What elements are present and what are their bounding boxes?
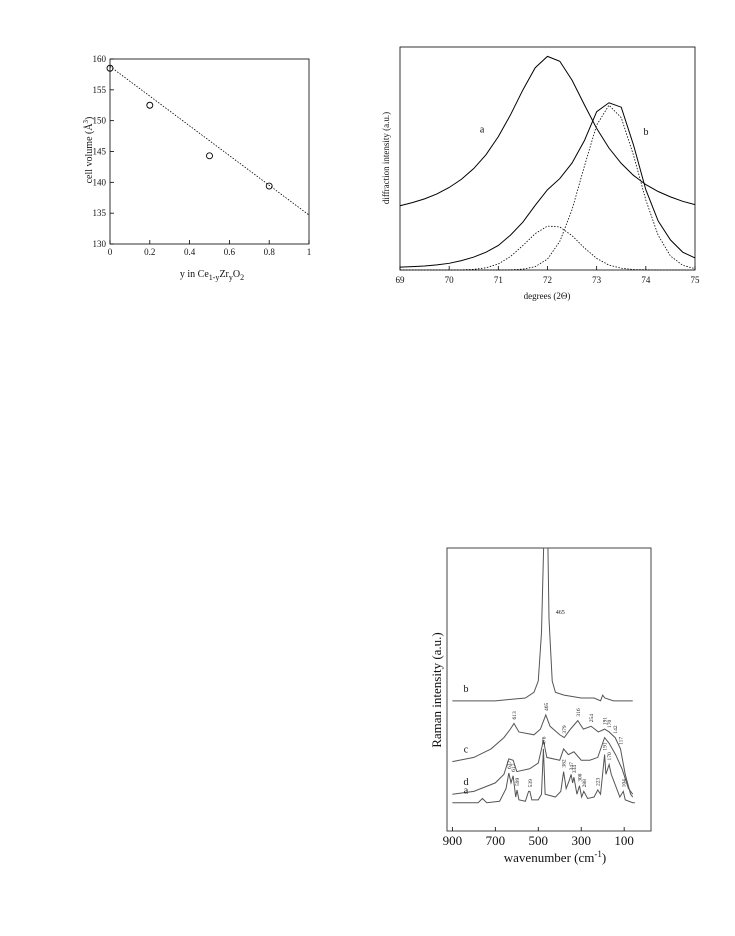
x-tick-label: 69	[396, 275, 406, 285]
component-curve	[400, 104, 696, 271]
y-axis-label: cell volume (Å3)	[82, 117, 95, 184]
series-line	[452, 736, 634, 795]
x-tick-label: 500	[529, 833, 549, 848]
series-line	[452, 748, 635, 804]
y-axis-label: diffraction intensity (a.u.)	[381, 112, 391, 204]
peak-label: 465	[544, 702, 550, 711]
x-tick-label: 900	[443, 833, 463, 848]
x-tick-label: 73	[592, 275, 602, 285]
peak-label: 288	[582, 779, 588, 788]
y-tick-label: 160	[93, 54, 107, 64]
y-tick-label: 130	[93, 239, 107, 249]
fit-line	[109, 66, 310, 216]
peak-label: 254	[589, 714, 595, 723]
series-line	[399, 102, 696, 268]
peak-label: 599	[515, 777, 521, 786]
component-curve	[400, 225, 695, 271]
x-tick-label: 0.8	[264, 247, 276, 257]
x-axis-label: wavenumber (cm-1)	[504, 849, 606, 865]
y-tick-label: 145	[93, 147, 107, 157]
peak-label: 637	[507, 760, 513, 769]
peak-label: 191	[603, 717, 609, 726]
plot-frame	[109, 58, 310, 245]
peak-label: 613	[512, 711, 518, 720]
peak-label: 347	[569, 762, 575, 771]
y-tick-label: 135	[93, 208, 107, 218]
x-axis-label: y in Ce1-yZryO2	[180, 269, 244, 282]
x-tick-label: 75	[691, 275, 701, 285]
peak-label: 191	[603, 742, 609, 751]
series-line	[399, 55, 696, 207]
peak-label: 308	[577, 773, 583, 782]
peak-label: 334	[572, 765, 578, 774]
y-tick-label: 150	[93, 116, 107, 126]
data-point	[106, 64, 114, 72]
peak-label: 382	[562, 759, 568, 768]
x-tick-label: 71	[494, 275, 503, 285]
peak-label: 170	[607, 752, 613, 761]
series-label: a	[480, 125, 485, 136]
x-tick-label: 1	[307, 247, 312, 257]
x-tick-label: 70	[445, 275, 455, 285]
peak-label: 170	[607, 719, 613, 728]
x-tick-label: 700	[486, 833, 506, 848]
peak-label: 117	[619, 737, 625, 745]
x-tick-label: 100	[614, 833, 634, 848]
plot-frame	[446, 547, 652, 832]
x-tick-label: 0	[108, 247, 113, 257]
peak-label: 617	[511, 763, 517, 772]
x-tick-label: 72	[543, 275, 552, 285]
series-line	[452, 713, 634, 798]
y-axis-label: Raman intensity (a.u.)	[429, 632, 444, 748]
x-tick-label: 300	[571, 833, 591, 848]
data-point	[146, 101, 154, 109]
x-axis-label: degrees (2Θ)	[524, 291, 571, 301]
peak-label: 476	[541, 736, 547, 745]
peak-label: 104	[621, 779, 627, 788]
x-tick-label: 74	[641, 275, 651, 285]
series-line	[452, 547, 633, 702]
y-tick-label: 155	[93, 85, 107, 95]
plot-frame	[399, 46, 696, 271]
x-tick-label: 0.2	[144, 247, 155, 257]
peak-label: 142	[613, 725, 619, 734]
x-tick-label: 0.6	[224, 247, 236, 257]
series-label: a	[464, 786, 469, 797]
peak-label: 223	[596, 777, 602, 786]
peak-label: 316	[576, 708, 582, 717]
y-tick-label: 140	[93, 177, 107, 187]
x-tick-label: 0.4	[184, 247, 196, 257]
peak-label: 465	[556, 610, 565, 616]
series-label: c	[464, 745, 469, 756]
series-label: d	[464, 777, 469, 788]
series-label: b	[464, 684, 469, 695]
series-label: b	[644, 127, 649, 138]
data-point	[206, 152, 213, 160]
peak-label: 379	[562, 725, 568, 734]
data-point	[265, 182, 273, 190]
peak-label: 539	[528, 779, 534, 788]
